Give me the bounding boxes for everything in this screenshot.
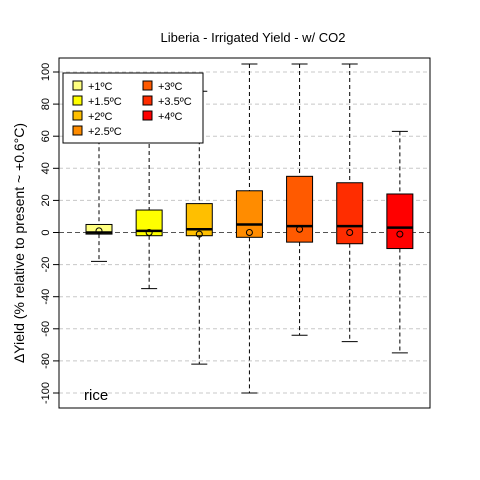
y-tick-label: -20	[40, 257, 52, 273]
y-tick-label: 0	[40, 229, 52, 235]
y-tick-label: -100	[40, 382, 52, 404]
legend-swatch	[72, 80, 83, 91]
y-tick-label: 40	[40, 162, 52, 174]
plot-frame	[58, 57, 431, 409]
box-7	[386, 130, 414, 354]
box-body	[386, 193, 414, 250]
box-4	[235, 63, 263, 394]
box-5	[286, 63, 314, 336]
legend-swatch	[142, 95, 153, 106]
mean-marker	[346, 229, 354, 236]
box-body	[235, 190, 263, 238]
box-body	[336, 182, 364, 245]
mean-marker	[145, 229, 153, 236]
y-tick-label: -80	[40, 353, 52, 369]
legend-label: +3.5ºC	[158, 96, 192, 108]
mean-marker	[195, 230, 203, 238]
y-tick-label: 60	[40, 130, 52, 142]
y-axis: -100 -80 -60 -40 -20 0 20 40 60 80 100	[40, 63, 59, 404]
box-3	[185, 90, 213, 365]
y-axis-label: ΔYield (% relative to present ~ +0.6°C)	[11, 123, 27, 363]
box-6	[336, 63, 364, 343]
box-series	[85, 63, 414, 394]
y-tick-label: -40	[40, 289, 52, 305]
legend-label: +3ºC	[158, 81, 183, 93]
legend-label: +2ºC	[88, 111, 113, 123]
legend: +1ºC +1.5ºC +2ºC +2.5ºC +3ºC +3.5ºC +4ºC	[62, 72, 204, 144]
legend-swatch	[72, 110, 83, 121]
crop-label: rice	[84, 387, 108, 404]
legend-swatch	[142, 80, 153, 91]
legend-swatch	[142, 110, 153, 121]
y-tick-label: 20	[40, 194, 52, 206]
legend-label: +4ºC	[158, 111, 183, 123]
legend-label: +2.5ºC	[88, 126, 122, 138]
gridlines	[59, 71, 430, 394]
y-tick-label: 100	[40, 63, 52, 81]
chart-title: Liberia - Irrigated Yield - w/ CO2	[161, 30, 346, 45]
legend-box	[62, 72, 204, 144]
box-2	[135, 87, 163, 290]
legend-swatch	[72, 95, 83, 106]
mean-marker	[296, 225, 304, 233]
legend-swatch	[72, 125, 83, 136]
mean-marker	[396, 230, 404, 238]
box-body	[286, 175, 314, 243]
mean-marker	[95, 227, 103, 235]
mean-marker	[245, 229, 253, 236]
legend-label: +1ºC	[88, 81, 113, 93]
y-tick-label: -60	[40, 321, 52, 337]
legend-label: +1.5ºC	[88, 96, 122, 108]
y-tick-label: 80	[40, 98, 52, 110]
